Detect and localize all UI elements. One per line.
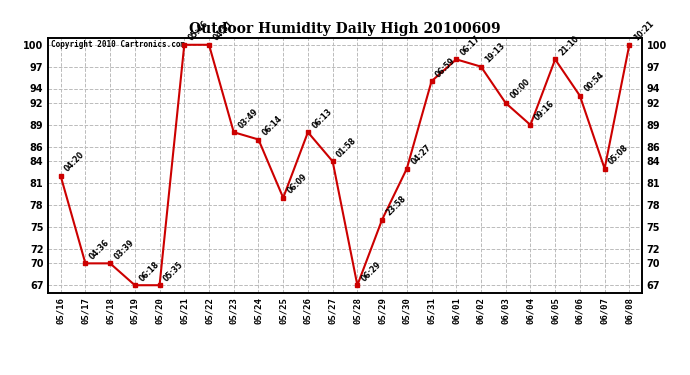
Text: 04:27: 04:27 [409,143,433,166]
Text: 03:39: 03:39 [112,238,136,261]
Text: 06:18: 06:18 [137,260,161,283]
Text: 06:59: 06:59 [434,56,457,79]
Text: 21:10: 21:10 [558,34,581,57]
Text: 06:13: 06:13 [310,106,334,130]
Text: 19:13: 19:13 [484,41,507,64]
Text: 05:35: 05:35 [162,260,186,283]
Text: 06:09: 06:09 [286,172,309,196]
Text: 09:16: 09:16 [533,99,556,123]
Text: 23:58: 23:58 [384,194,408,217]
Text: 06:29: 06:29 [360,260,383,283]
Text: 00:00: 00:00 [509,78,531,101]
Text: 05:46: 05:46 [187,19,210,43]
Text: 06:14: 06:14 [261,114,284,137]
Title: Outdoor Humidity Daily High 20100609: Outdoor Humidity Daily High 20100609 [189,22,501,36]
Text: 03:49: 03:49 [236,106,259,130]
Text: 04:20: 04:20 [63,150,86,174]
Text: 06:17: 06:17 [459,34,482,57]
Text: 00:54: 00:54 [582,70,606,94]
Text: 10:21: 10:21 [632,19,656,43]
Text: 04:36: 04:36 [88,238,111,261]
Text: 01:58: 01:58 [335,136,359,159]
Text: Copyright 2010 Cartronics.com: Copyright 2010 Cartronics.com [51,40,186,49]
Text: 05:08: 05:08 [607,143,631,166]
Text: 04:51: 04:51 [212,19,235,43]
